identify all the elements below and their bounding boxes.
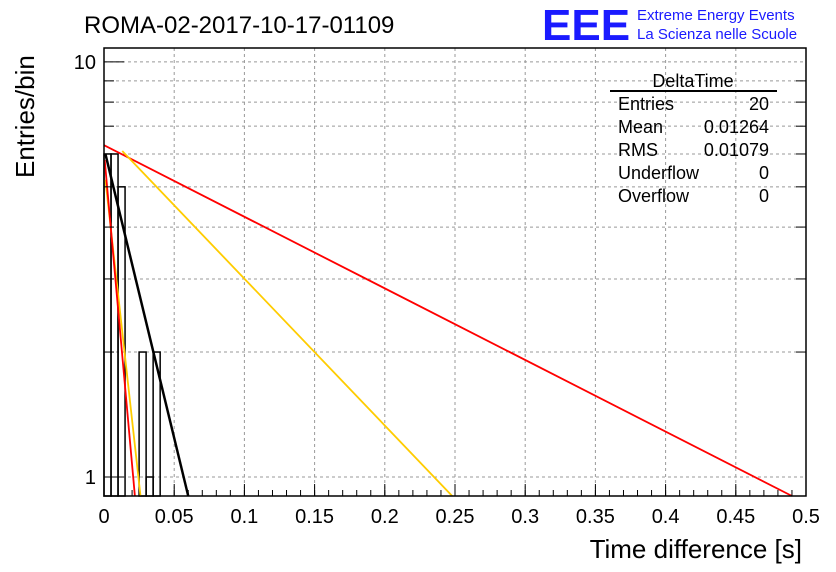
x-tick-label: 0.25 xyxy=(436,506,475,528)
eee-logo-mark: EEE xyxy=(542,1,630,50)
x-tick-label: 0.05 xyxy=(155,506,194,528)
stats-row-value: 20 xyxy=(749,94,769,114)
stats-row-value: 0.01079 xyxy=(704,140,769,160)
stats-row-label: Entries xyxy=(618,94,674,114)
stats-row-value: 0.01264 xyxy=(704,117,769,137)
stats-row-value: 0 xyxy=(759,163,769,183)
fit-line-1 xyxy=(103,144,793,497)
stats-row-label: Mean xyxy=(618,117,663,137)
eee-logo-line2: La Scienza nelle Scuole xyxy=(637,26,797,43)
histogram-bin xyxy=(138,351,147,497)
stats-row-label: RMS xyxy=(618,140,658,160)
eee-logo-line1: Extreme Energy Events xyxy=(637,7,795,24)
grid xyxy=(104,48,806,496)
fit-line-5 xyxy=(103,160,136,497)
x-tick-label: 0.2 xyxy=(371,506,399,528)
y-tick-label: 1 xyxy=(85,467,96,489)
x-tick-label: 0.3 xyxy=(511,506,539,528)
y-tick-label: 10 xyxy=(74,52,96,74)
histogram-bin xyxy=(145,476,154,497)
stats-title: DeltaTime xyxy=(652,71,733,91)
fit-line-2 xyxy=(121,150,453,497)
fit-line-3 xyxy=(104,153,190,497)
histogram xyxy=(103,153,161,497)
axes: 0 0.05 0.1 0.15 0.2 0.25 0.3 0.35 0.4 0.45 0.5 1 10 xyxy=(74,52,820,528)
x-tick-label: 0.15 xyxy=(295,506,334,528)
x-tick-label: 0.5 xyxy=(792,506,820,528)
x-tick-label: 0 xyxy=(98,506,109,528)
x-axis-label: Time difference [s] xyxy=(590,534,802,564)
y-axis-label: Entries/bin xyxy=(10,55,40,178)
stats-row-label: Underflow xyxy=(618,163,700,183)
stats-row-label: Overflow xyxy=(618,186,690,206)
stats-box: DeltaTime Entries 20 Mean 0.01264 RMS 0.01079… xyxy=(610,71,777,206)
chart-title: ROMA-02-2017-10-17-01109 xyxy=(84,12,394,39)
eee-logo: EEE Extreme Energy Events La Scienza nel… xyxy=(542,1,797,50)
x-tick-label: 0.45 xyxy=(716,506,755,528)
fit-lines xyxy=(103,144,793,497)
x-tick-label: 0.4 xyxy=(652,506,680,528)
x-tick-label: 0.35 xyxy=(576,506,615,528)
stats-row-value: 0 xyxy=(759,186,769,206)
x-tick-label: 0.1 xyxy=(230,506,258,528)
